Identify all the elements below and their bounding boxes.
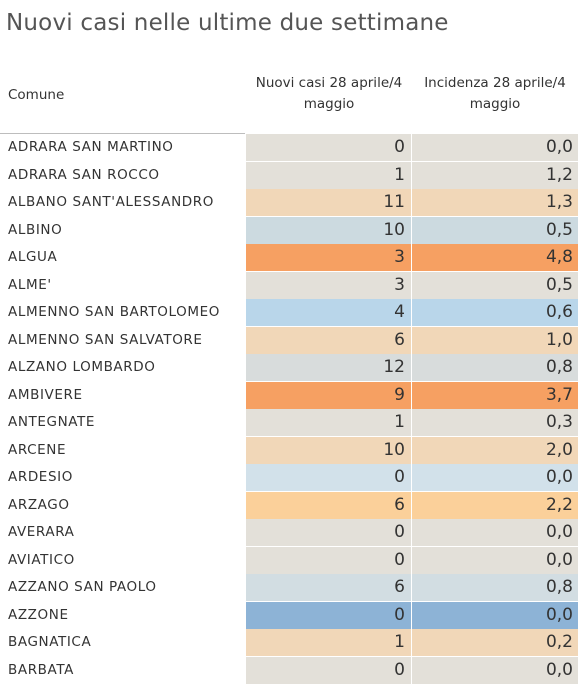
nuovi-casi-cell[interactable]: 11 [246,189,412,216]
comune-cell: AVERARA [8,519,74,547]
incidenza-cell[interactable]: 0,0 [412,602,578,629]
nuovi-casi-cell[interactable]: 6 [246,574,412,601]
incidenza-cell[interactable]: 0,5 [412,272,578,299]
incidenza-cell[interactable]: 0,8 [412,354,578,381]
incidenza-cell[interactable]: 0,3 [412,409,578,436]
incidenza-cell[interactable]: 1,2 [412,162,578,189]
incidenza-cell[interactable]: 0,0 [412,134,578,161]
comune-cell: ALGUA [8,244,57,272]
comune-cell: ARDESIO [8,464,73,492]
nuovi-casi-cell[interactable]: 0 [246,602,412,629]
comune-cell: ANTEGNATE [8,409,95,437]
incidenza-cell[interactable]: 0,6 [412,299,578,326]
page-title: Nuovi casi nelle ultime due settimane [6,10,449,36]
nuovi-casi-cell[interactable]: 12 [246,354,412,381]
nuovi-casi-cell[interactable]: 1 [246,409,412,436]
incidenza-cell[interactable]: 0,0 [412,519,578,546]
nuovi-casi-cell[interactable]: 6 [246,327,412,354]
incidenza-cell[interactable]: 3,7 [412,382,578,409]
comune-cell: ADRARA SAN ROCCO [8,162,160,190]
nuovi-casi-cell[interactable]: 1 [246,629,412,656]
incidenza-cell[interactable]: 1,0 [412,327,578,354]
comune-cell: ADRARA SAN MARTINO [8,134,174,162]
comune-cell: ALBANO SANT'ALESSANDRO [8,189,214,217]
incidenza-cell[interactable]: 0,2 [412,629,578,656]
comune-cell: BAGNATICA [8,629,91,657]
nuovi-casi-cell[interactable]: 0 [246,657,412,684]
column-header-incidenza[interactable]: Incidenza 28 aprile/4 maggio [412,73,578,115]
comune-cell: ALME' [8,272,52,300]
nuovi-casi-cell[interactable]: 0 [246,519,412,546]
comune-cell: ALMENNO SAN SALVATORE [8,327,203,355]
incidenza-cell[interactable]: 2,0 [412,437,578,464]
nuovi-casi-cell[interactable]: 0 [246,134,412,161]
comune-cell: ALMENNO SAN BARTOLOMEO [8,299,220,327]
comune-cell: AVIATICO [8,547,75,575]
comune-cell: AZZANO SAN PAOLO [8,574,157,602]
column-header-comune[interactable]: Comune [8,85,64,106]
comune-cell: AMBIVERE [8,382,83,410]
incidenza-cell[interactable]: 4,8 [412,244,578,271]
nuovi-casi-cell[interactable]: 9 [246,382,412,409]
nuovi-casi-cell[interactable]: 10 [246,437,412,464]
incidenza-cell[interactable]: 0,0 [412,547,578,574]
comune-cell: AZZONE [8,602,69,630]
nuovi-casi-cell[interactable]: 0 [246,547,412,574]
comune-cell: ARCENE [8,437,66,465]
incidenza-cell[interactable]: 0,5 [412,217,578,244]
incidenza-cell[interactable]: 0,0 [412,657,578,684]
nuovi-casi-cell[interactable]: 6 [246,492,412,519]
nuovi-casi-cell[interactable]: 1 [246,162,412,189]
comune-cell: ALBINO [8,217,62,245]
incidenza-cell[interactable]: 0,8 [412,574,578,601]
nuovi-casi-cell[interactable]: 3 [246,272,412,299]
incidenza-cell[interactable]: 0,0 [412,464,578,491]
nuovi-casi-cell[interactable]: 0 [246,464,412,491]
nuovi-casi-cell[interactable]: 4 [246,299,412,326]
incidenza-cell[interactable]: 2,2 [412,492,578,519]
nuovi-casi-cell[interactable]: 10 [246,217,412,244]
incidenza-cell[interactable]: 1,3 [412,189,578,216]
column-header-nuovi-casi[interactable]: Nuovi casi 28 aprile/4 maggio [246,73,412,115]
comune-cell: ALZANO LOMBARDO [8,354,155,382]
nuovi-casi-cell[interactable]: 3 [246,244,412,271]
comune-cell: BARBATA [8,657,74,684]
comune-cell: ARZAGO [8,492,70,520]
